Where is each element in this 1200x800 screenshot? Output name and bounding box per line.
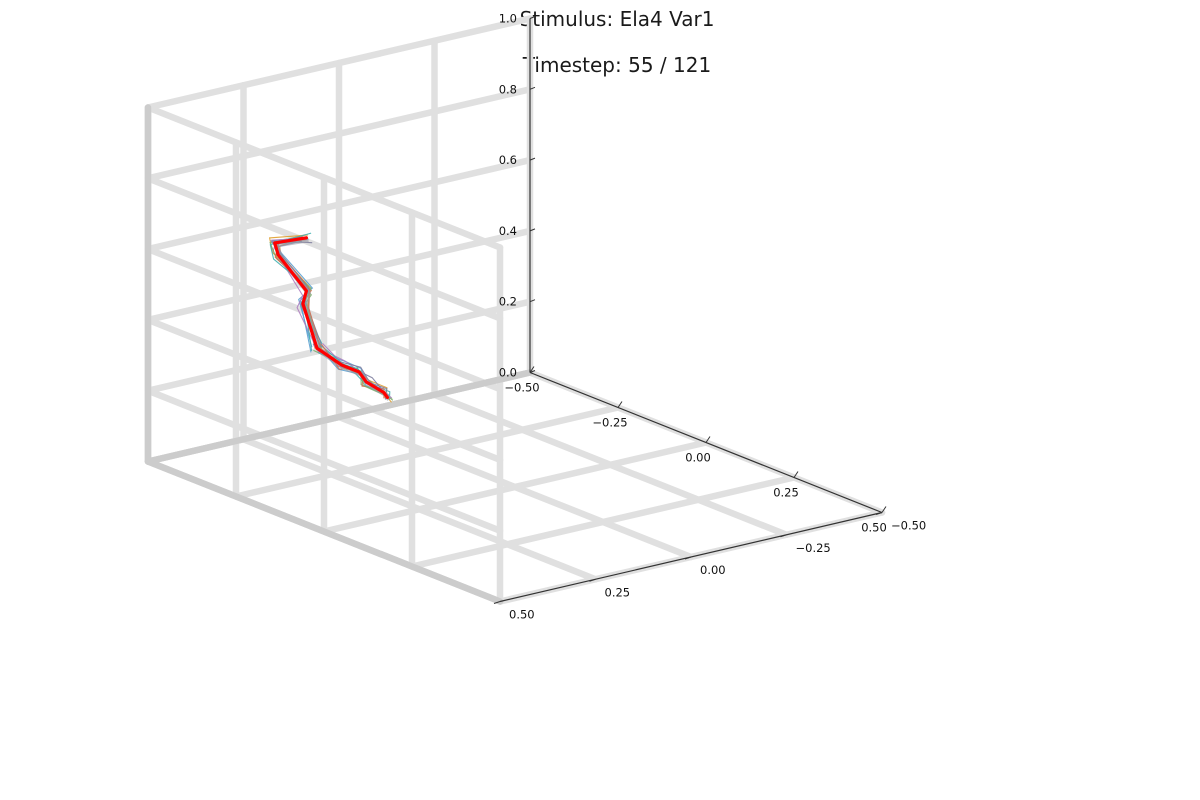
floor-gridline bbox=[244, 439, 596, 579]
x-tick-label: 0.50 bbox=[861, 521, 887, 535]
chart-subtitle: Timestep: 55 / 121 bbox=[522, 53, 711, 77]
x-tick-label: 0.00 bbox=[685, 451, 711, 465]
axis-layer bbox=[148, 19, 882, 602]
y-tick-label: −0.25 bbox=[796, 541, 831, 555]
y-tick-label: −0.50 bbox=[891, 519, 926, 533]
y-tick-label: 0.25 bbox=[605, 585, 631, 599]
chart-title: Stimulus: Ela4 Var1 bbox=[520, 7, 715, 31]
z-tick-label: 0.0 bbox=[499, 366, 517, 380]
z-tick-label: 1.0 bbox=[499, 12, 517, 26]
z-tick-label: 0.6 bbox=[499, 153, 517, 167]
y-tick-label: 0.50 bbox=[509, 608, 535, 622]
grid-layer bbox=[148, 19, 882, 602]
z-tick-label: 0.4 bbox=[499, 224, 517, 238]
x-tick-label: −0.50 bbox=[504, 381, 539, 395]
z-tick-label: 0.2 bbox=[499, 295, 517, 309]
z-tick-label: 0.8 bbox=[499, 82, 517, 96]
x-tick-label: −0.25 bbox=[592, 416, 627, 430]
y-tick-label: 0.00 bbox=[700, 563, 726, 577]
x-tick-label: 0.25 bbox=[773, 486, 799, 500]
